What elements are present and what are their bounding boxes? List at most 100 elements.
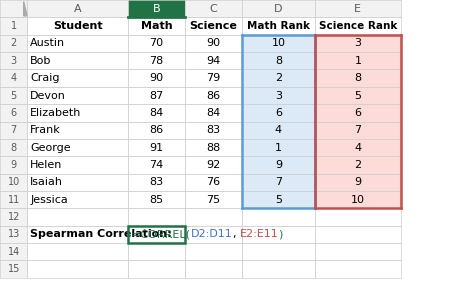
Text: 78: 78 [149,56,164,66]
Bar [128,35,185,52]
Bar [315,226,401,243]
Text: Devon: Devon [30,91,66,101]
Text: 2: 2 [10,38,17,48]
Text: A: A [74,4,82,14]
Text: Science Rank: Science Rank [319,21,397,31]
Text: Student: Student [53,21,102,31]
Bar [242,35,315,52]
Bar [128,69,185,87]
Bar [128,260,185,278]
Text: 1: 1 [275,143,282,153]
Bar [0,191,27,208]
Bar [315,104,401,121]
Bar [0,69,27,87]
Bar [315,139,401,156]
Bar [315,243,401,260]
Bar [185,17,242,35]
Text: 79: 79 [206,73,220,83]
Bar [128,156,185,174]
Bar [0,226,27,243]
Bar [128,104,185,121]
Bar [0,208,27,226]
Text: 7: 7 [10,125,17,135]
Text: Math: Math [141,21,172,31]
Text: 6: 6 [355,108,361,118]
Text: 90: 90 [149,73,164,83]
Bar [128,208,185,226]
Bar [315,174,401,191]
Text: 76: 76 [206,177,220,187]
Text: ): ) [278,230,283,239]
Bar [27,174,128,191]
Text: 1: 1 [355,56,361,66]
Bar [0,35,27,52]
Bar [27,226,128,243]
Text: 87: 87 [149,91,164,101]
Text: Frank: Frank [30,125,61,135]
Text: 10: 10 [351,195,365,205]
Text: 6: 6 [11,108,17,118]
Text: Isaiah: Isaiah [30,177,64,187]
Text: Spearman Correlation:: Spearman Correlation: [30,230,172,239]
Bar [0,104,27,121]
Text: 13: 13 [8,230,20,239]
Text: 91: 91 [149,143,164,153]
Text: 70: 70 [149,38,164,48]
Text: ,: , [233,230,239,239]
Bar [242,139,315,156]
Bar [185,226,242,243]
Bar [315,69,401,87]
Bar [27,0,128,17]
Bar [242,243,315,260]
Bar [128,52,185,69]
Text: 85: 85 [149,195,164,205]
Bar [128,226,185,243]
Bar [128,243,185,260]
Text: 2: 2 [275,73,282,83]
Bar [27,260,128,278]
Bar [27,121,128,139]
Bar [27,191,128,208]
Text: 94: 94 [206,56,220,66]
Text: 1: 1 [11,21,17,31]
Text: 84: 84 [149,108,164,118]
Text: 9: 9 [11,160,17,170]
Bar [27,243,128,260]
Bar [242,0,315,17]
Bar [185,35,242,52]
Text: Jessica: Jessica [30,195,68,205]
Text: 75: 75 [206,195,220,205]
Text: 5: 5 [10,91,17,101]
Text: 7: 7 [275,177,282,187]
Text: 5: 5 [275,195,282,205]
Text: Science: Science [189,21,237,31]
Bar [242,156,315,174]
Text: Math Rank: Math Rank [247,21,310,31]
Bar [128,0,185,17]
Text: D: D [274,4,283,14]
Text: E2:E11: E2:E11 [239,230,278,239]
Bar [315,208,401,226]
Text: 15: 15 [8,264,20,274]
Bar [185,208,242,226]
Text: 88: 88 [206,143,220,153]
Bar [27,35,128,52]
Bar [185,174,242,191]
Bar [315,52,401,69]
Bar [27,139,128,156]
Text: C: C [210,4,217,14]
Text: 3: 3 [275,91,282,101]
Bar [185,52,242,69]
Text: 3: 3 [11,56,17,66]
Text: 74: 74 [149,160,164,170]
Text: 5: 5 [355,91,361,101]
Text: 3: 3 [355,38,361,48]
Text: 9: 9 [275,160,282,170]
Text: 84: 84 [206,108,220,118]
Text: 8: 8 [354,73,362,83]
Bar [315,121,401,139]
Bar [185,104,242,121]
Bar [27,87,128,104]
Bar [27,208,128,226]
Bar [0,156,27,174]
